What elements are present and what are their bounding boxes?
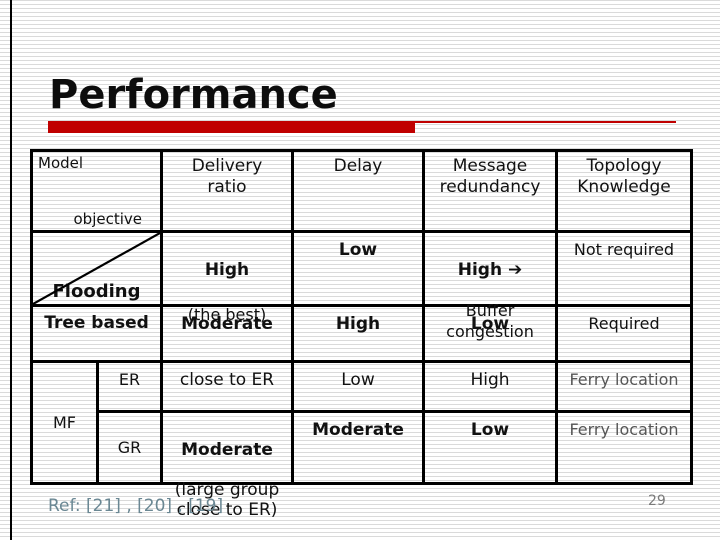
flooding-redundancy-main: High ➔: [457, 260, 523, 280]
title-accent-line: [415, 121, 676, 123]
header-cell-delay: Delay: [294, 152, 425, 233]
gr-delivery-sub: (large group close to ER): [174, 480, 280, 520]
row-label-flooding: Flooding: [33, 233, 163, 307]
cell-gr-redundancy: Low: [425, 413, 558, 482]
cell-er-redundancy: High: [425, 363, 558, 413]
diagonal-line: [33, 233, 160, 304]
row-label-gr: GR: [99, 413, 163, 482]
cell-tree-topology: Required: [558, 307, 690, 363]
cell-er-delay: Low: [294, 363, 425, 413]
flooding-delivery-sub: (the best): [187, 305, 267, 324]
flooding-label-text: Flooding: [52, 281, 141, 302]
cell-tree-delay: High: [294, 307, 425, 363]
header-cell-topology-knowledge: Topology Knowledge: [558, 152, 690, 233]
header-cell-model-objective: Model objective: [33, 152, 163, 233]
cell-flooding-delay: Low: [294, 233, 425, 307]
cell-tree-delivery: Moderate: [163, 307, 294, 363]
flooding-redundancy-sub: Buffer congestion: [446, 301, 534, 341]
flooding-delivery-main: High: [204, 260, 250, 280]
page-title: Performance: [49, 72, 338, 118]
cell-gr-delay: Moderate: [294, 413, 425, 482]
cell-tree-redundancy: Low: [425, 307, 558, 363]
cell-flooding-delivery: High (the best): [163, 233, 294, 324]
cell-gr-topology: Ferry location: [569, 420, 679, 439]
performance-comparison-table: Model objective Delivery ratio Delay Mes…: [30, 149, 693, 520]
row-label-er: ER: [99, 363, 163, 413]
gr-delivery-main: Moderate: [181, 440, 273, 460]
header-cell-message-redundancy: Message redundancy: [425, 152, 558, 233]
row-label-mf: MF: [33, 363, 99, 482]
row-label-tree-based: Tree based: [33, 307, 163, 363]
cell-gr-delivery: Moderate (large group close to ER): [163, 413, 294, 520]
cell-er-delivery: close to ER: [163, 363, 294, 413]
page-number: 29: [648, 493, 666, 509]
cell-flooding-topology: Not required: [558, 233, 690, 307]
slide-left-edge-rule: [10, 0, 12, 540]
title-accent-bar: [48, 121, 415, 133]
model-label: Model: [38, 154, 84, 172]
header-cell-delivery-ratio: Delivery ratio: [163, 152, 294, 233]
cell-flooding-redundancy: High ➔ Buffer congestion: [425, 233, 558, 341]
objective-label: objective: [73, 210, 143, 228]
reference-footer: Ref: [21] , [20] , [19]: [48, 496, 224, 516]
cell-er-topology: Ferry location: [558, 363, 690, 413]
